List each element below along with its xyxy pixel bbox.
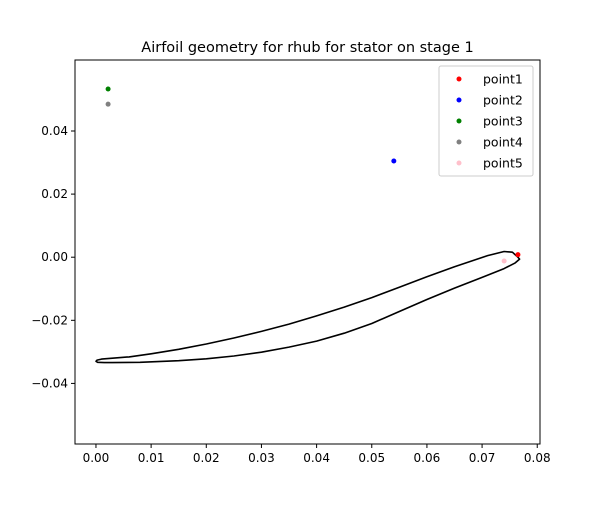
- legend-box: [438, 65, 534, 177]
- legend-label-point2: point2: [483, 93, 523, 108]
- x-tick-label: 0.00: [83, 451, 110, 465]
- legend-label-point3: point3: [483, 114, 523, 129]
- plot-frame: [74, 59, 541, 445]
- legend-label-point5: point5: [483, 156, 523, 171]
- x-tick-label: 0.03: [248, 451, 275, 465]
- y-tick-label: −0.04: [31, 376, 68, 390]
- legend-label-point4: point4: [483, 135, 523, 150]
- legend-marker-point3: [456, 118, 462, 124]
- y-tick-label: 0.00: [41, 250, 68, 264]
- x-tick-label: 0.01: [138, 451, 165, 465]
- legend: point1 point2 point3 point4 point5: [438, 65, 534, 177]
- x-tick-label: 0.08: [524, 451, 551, 465]
- plot-area: 0.00 0.01 0.02 0.03 0.04 0.05 0.06 0.07 0.08 −0.0…: [31, 59, 551, 465]
- legend-marker-point2: [456, 97, 462, 103]
- point4-marker: [105, 101, 111, 107]
- x-tick-label: 0.04: [303, 451, 330, 465]
- airfoil-outline: [95, 250, 521, 364]
- point3-marker: [105, 86, 111, 92]
- x-tick-label: 0.07: [469, 451, 496, 465]
- point5-marker: [501, 258, 507, 264]
- y-tick-label: 0.02: [41, 187, 68, 201]
- x-tick-label: 0.05: [358, 451, 385, 465]
- point1-marker: [515, 252, 521, 258]
- y-tick-label: −0.02: [31, 313, 68, 327]
- x-tick-label: 0.06: [414, 451, 441, 465]
- chart-title: Airfoil geometry for rhub for stator on …: [141, 40, 473, 56]
- point2-marker: [391, 158, 397, 164]
- legend-marker-point4: [456, 139, 462, 145]
- x-tick-label: 0.02: [193, 451, 220, 465]
- legend-marker-point1: [456, 76, 462, 82]
- y-tick-label: 0.04: [41, 124, 68, 138]
- legend-label-point1: point1: [483, 72, 523, 87]
- legend-marker-point5: [456, 160, 462, 166]
